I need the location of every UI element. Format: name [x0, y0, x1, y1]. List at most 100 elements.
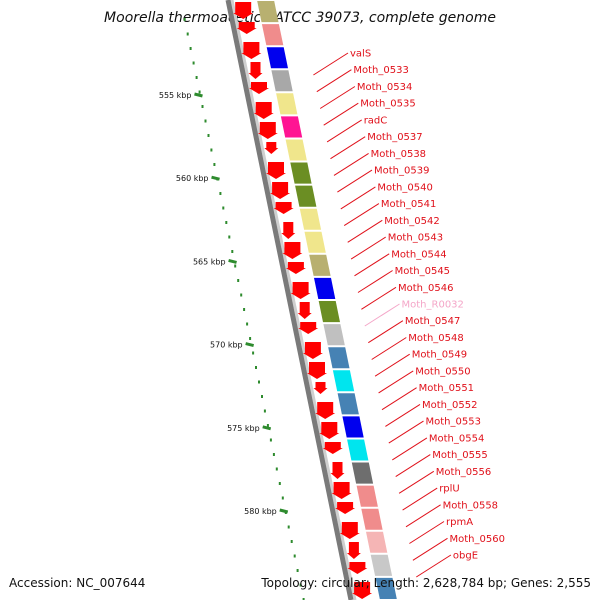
ruler-tick [228, 258, 237, 264]
cog-block [280, 116, 303, 138]
gene-label: Moth_0534 [357, 82, 412, 93]
gene-label: radC [364, 115, 388, 126]
cog-block [323, 324, 345, 346]
gene-arrow [297, 302, 312, 319]
cog-block [295, 185, 317, 207]
ruler-dot [293, 554, 296, 558]
leader-line [392, 437, 428, 461]
ruler-dot [207, 134, 210, 137]
gene-arrow [322, 442, 343, 454]
ruler-dot [266, 424, 269, 427]
gene-label: Moth_0558 [443, 500, 498, 511]
leader-line [319, 86, 356, 109]
gene-arrow [335, 502, 356, 514]
leader-line [323, 102, 359, 126]
leader-line [337, 169, 373, 193]
leader-line [374, 353, 410, 377]
cog-block [257, 1, 279, 23]
leader-line [398, 470, 435, 494]
gene-label: Moth_0551 [419, 383, 474, 394]
gene-label: Moth_0555 [432, 450, 487, 461]
ruler-tick-label: 580 kbp [244, 507, 277, 516]
ruler-dot [252, 351, 255, 355]
gene-label: Moth_0546 [398, 283, 453, 294]
gene-arrow [248, 62, 263, 79]
gene-arrow [307, 362, 327, 379]
accession-text: Accession: NC_007644 [9, 576, 145, 590]
leader-line [395, 454, 431, 478]
ruler-dot [231, 250, 234, 253]
cog-block [271, 70, 293, 92]
ruler-dot [243, 308, 246, 311]
leader-line [381, 387, 417, 411]
leader-line [354, 253, 390, 277]
leader-line [347, 219, 383, 243]
leader-line [361, 286, 397, 310]
backbone [225, 0, 354, 600]
gene-label: Moth_0545 [395, 266, 450, 277]
gene-label: Moth_0548 [408, 333, 463, 344]
leader-line [357, 270, 393, 293]
cog-block [337, 393, 359, 415]
leader-line [402, 487, 438, 511]
gene-arrow [330, 462, 345, 479]
leader-line [409, 521, 445, 544]
ruler-tick [194, 92, 203, 98]
ruler-dot [290, 540, 293, 543]
ruler-tick-label: 560 kbp [176, 174, 209, 183]
ruler-dot [272, 453, 275, 456]
ruler-dot [249, 337, 252, 340]
ruler-dot [222, 206, 225, 210]
gene-arrow [346, 542, 361, 559]
gene-arrow [241, 42, 262, 59]
gene-label: Moth_0537 [367, 132, 422, 143]
leader-line [412, 537, 448, 561]
gene-label: rpmA [446, 517, 473, 528]
leader-line [364, 303, 400, 327]
gene-label: Moth_0539 [374, 166, 429, 177]
gene-arrow [352, 582, 373, 599]
cog-block [342, 416, 364, 438]
cog-block [309, 254, 331, 276]
ruler-dot [213, 163, 216, 166]
cog-block [314, 277, 336, 299]
gene-arrow [266, 162, 286, 179]
ruler-tick-label: 575 kbp [227, 424, 260, 433]
leader-line [340, 186, 376, 210]
leader-line [416, 554, 452, 578]
cog-block [290, 162, 312, 184]
ruler-dot [183, 18, 186, 21]
gene-label: Moth_0540 [377, 182, 432, 193]
ruler-dot [201, 105, 204, 108]
gene-label: Moth_0541 [381, 199, 436, 210]
map-title: Moorella thermoacetica ATCC 39073, compl… [104, 10, 496, 26]
gene-label: Moth_0535 [360, 99, 415, 110]
gene-arrow [313, 382, 328, 394]
gene-label: valS [350, 49, 371, 60]
ruler-dot [228, 235, 231, 239]
gene-label: rplU [439, 484, 460, 495]
ruler-dot [246, 322, 249, 326]
gene-arrow [264, 142, 279, 154]
gene-label: Moth_0538 [371, 149, 426, 160]
ruler-tick [262, 425, 272, 431]
cog-block [370, 554, 393, 576]
ruler-tick [211, 175, 220, 181]
gene-label: Moth_0543 [388, 233, 443, 244]
leader-line [385, 403, 421, 427]
gene-arrow [253, 102, 274, 119]
ruler-dot [189, 47, 192, 50]
cog-block [332, 370, 355, 392]
ruler-dot [219, 192, 222, 195]
cog-block [285, 139, 307, 161]
cog-block [361, 508, 383, 530]
gene-arrow [281, 222, 296, 239]
gene-arrow [249, 82, 269, 94]
ruler-dot [237, 279, 240, 282]
ruler-tick [279, 508, 289, 514]
gene-label: Moth_0544 [391, 249, 446, 260]
gene-track [233, 2, 373, 599]
cog-block [304, 231, 326, 253]
gene-label: Moth_0533 [353, 65, 408, 76]
